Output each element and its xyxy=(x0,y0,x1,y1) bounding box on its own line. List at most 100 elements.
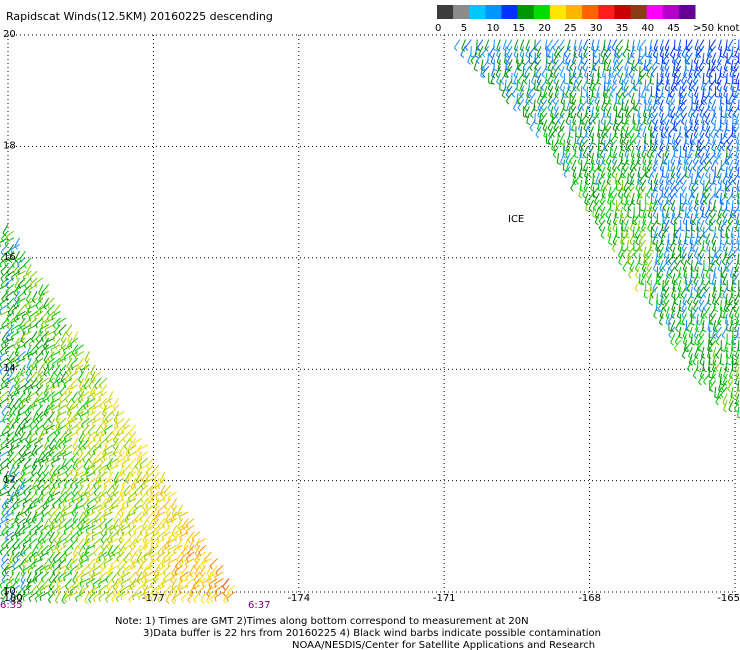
wind-barb-feather xyxy=(11,478,15,483)
wind-barb-feather xyxy=(19,599,23,604)
wind-barb-feather xyxy=(726,242,731,245)
wind-barb-feather xyxy=(120,522,123,528)
wind-barb xyxy=(66,357,73,367)
wind-barb-feather xyxy=(517,67,522,72)
wind-barb-feather xyxy=(723,68,728,72)
wind-barb xyxy=(73,331,79,341)
wind-barb-feather xyxy=(11,497,14,502)
wind-barb-feather xyxy=(155,576,158,581)
wind-barb-feather xyxy=(138,449,141,454)
wind-barb-feather xyxy=(534,60,538,65)
wind-barb-feather xyxy=(725,322,730,326)
wind-barb xyxy=(703,159,711,169)
wind-barb-feather xyxy=(60,513,64,517)
wind-barb-feather xyxy=(35,345,40,350)
wind-barb-feather xyxy=(656,87,660,91)
wind-barb xyxy=(0,344,9,352)
wind-barb-feather xyxy=(728,175,733,179)
wind-barb-feather xyxy=(103,516,106,521)
wind-barb xyxy=(731,360,734,371)
wind-barb xyxy=(25,511,32,521)
wind-barb-feather xyxy=(692,161,697,165)
wind-barb-feather xyxy=(16,416,19,421)
wind-barb-feather xyxy=(128,531,132,536)
wind-barb-feather xyxy=(146,471,150,476)
wind-barb xyxy=(69,564,79,572)
wind-barb-feather xyxy=(579,189,584,192)
wind-barb xyxy=(631,193,635,203)
wind-barb-feather xyxy=(51,462,53,468)
wind-barb-feather xyxy=(197,591,201,596)
wind-barb-feather xyxy=(99,425,104,430)
wind-barb-feather xyxy=(88,579,93,584)
wind-barb xyxy=(12,558,20,567)
wind-barb xyxy=(563,45,571,55)
wind-barb-feather xyxy=(13,405,17,410)
wind-barb xyxy=(658,313,664,323)
wind-barb xyxy=(59,444,67,454)
wind-barb xyxy=(636,119,641,130)
wind-barb-feather xyxy=(619,142,624,146)
wind-barb-feather xyxy=(553,74,557,79)
wind-barb-feather xyxy=(150,583,153,588)
wind-barb xyxy=(620,193,624,204)
wind-barb-feather xyxy=(74,415,76,421)
wind-barb-feather xyxy=(23,424,26,429)
wind-barb-feather xyxy=(162,571,166,576)
wind-barb-feather xyxy=(157,565,161,570)
wind-barb xyxy=(725,293,728,304)
wind-barb-feather xyxy=(35,338,39,343)
wind-barb-feather xyxy=(651,222,656,225)
wind-barb xyxy=(590,152,594,164)
wind-barb-feather xyxy=(0,523,2,528)
wind-barb xyxy=(176,551,183,561)
wind-barb xyxy=(627,105,635,115)
wind-barb-feather xyxy=(93,492,97,496)
wind-barb xyxy=(729,346,734,357)
wind-barb-feather xyxy=(587,200,591,205)
wind-barb-feather xyxy=(19,399,23,404)
wind-barb-feather xyxy=(650,153,655,158)
wind-barb xyxy=(130,478,137,488)
wind-barb xyxy=(214,578,224,585)
wind-barb xyxy=(646,65,653,76)
wind-barb-feather xyxy=(720,349,726,352)
wind-barb xyxy=(52,357,61,365)
wind-barb xyxy=(69,364,79,371)
wind-barb-feather xyxy=(616,115,621,118)
wind-barb xyxy=(649,139,653,150)
wind-barb xyxy=(641,266,647,277)
wind-barb-feather xyxy=(222,593,227,597)
wind-barb-feather xyxy=(620,135,625,139)
wind-barb xyxy=(63,350,73,358)
wind-barb-feather xyxy=(138,550,142,555)
wind-barb-feather xyxy=(653,54,657,59)
wind-barb xyxy=(630,45,635,56)
wind-barb-feather xyxy=(708,363,713,366)
wind-barb-feather xyxy=(109,463,112,468)
wind-barb xyxy=(643,92,647,103)
wind-barb-feather xyxy=(84,380,89,384)
wind-barb-feather xyxy=(86,543,88,548)
wind-barb-feather xyxy=(687,95,692,99)
wind-barb xyxy=(193,578,201,587)
wind-barb-feather xyxy=(593,207,597,212)
wind-barb-feather xyxy=(726,363,732,366)
wind-barb xyxy=(664,59,670,69)
wind-barb xyxy=(185,558,195,565)
wind-barb-feather xyxy=(7,379,12,384)
wind-barb-feather xyxy=(733,281,737,286)
wind-barb-feather xyxy=(55,379,59,384)
wind-barb xyxy=(698,373,705,383)
wind-barb xyxy=(651,126,658,135)
wind-barb-feather xyxy=(737,416,740,419)
wind-barb-feather xyxy=(662,267,666,272)
wind-barb-feather xyxy=(80,557,83,562)
wind-barb xyxy=(679,92,682,103)
wind-barb-feather xyxy=(691,236,696,239)
wind-barb xyxy=(662,259,670,269)
wind-barb-feather xyxy=(0,444,4,449)
wind-barb-feather xyxy=(74,509,76,514)
wind-barb xyxy=(460,45,466,56)
